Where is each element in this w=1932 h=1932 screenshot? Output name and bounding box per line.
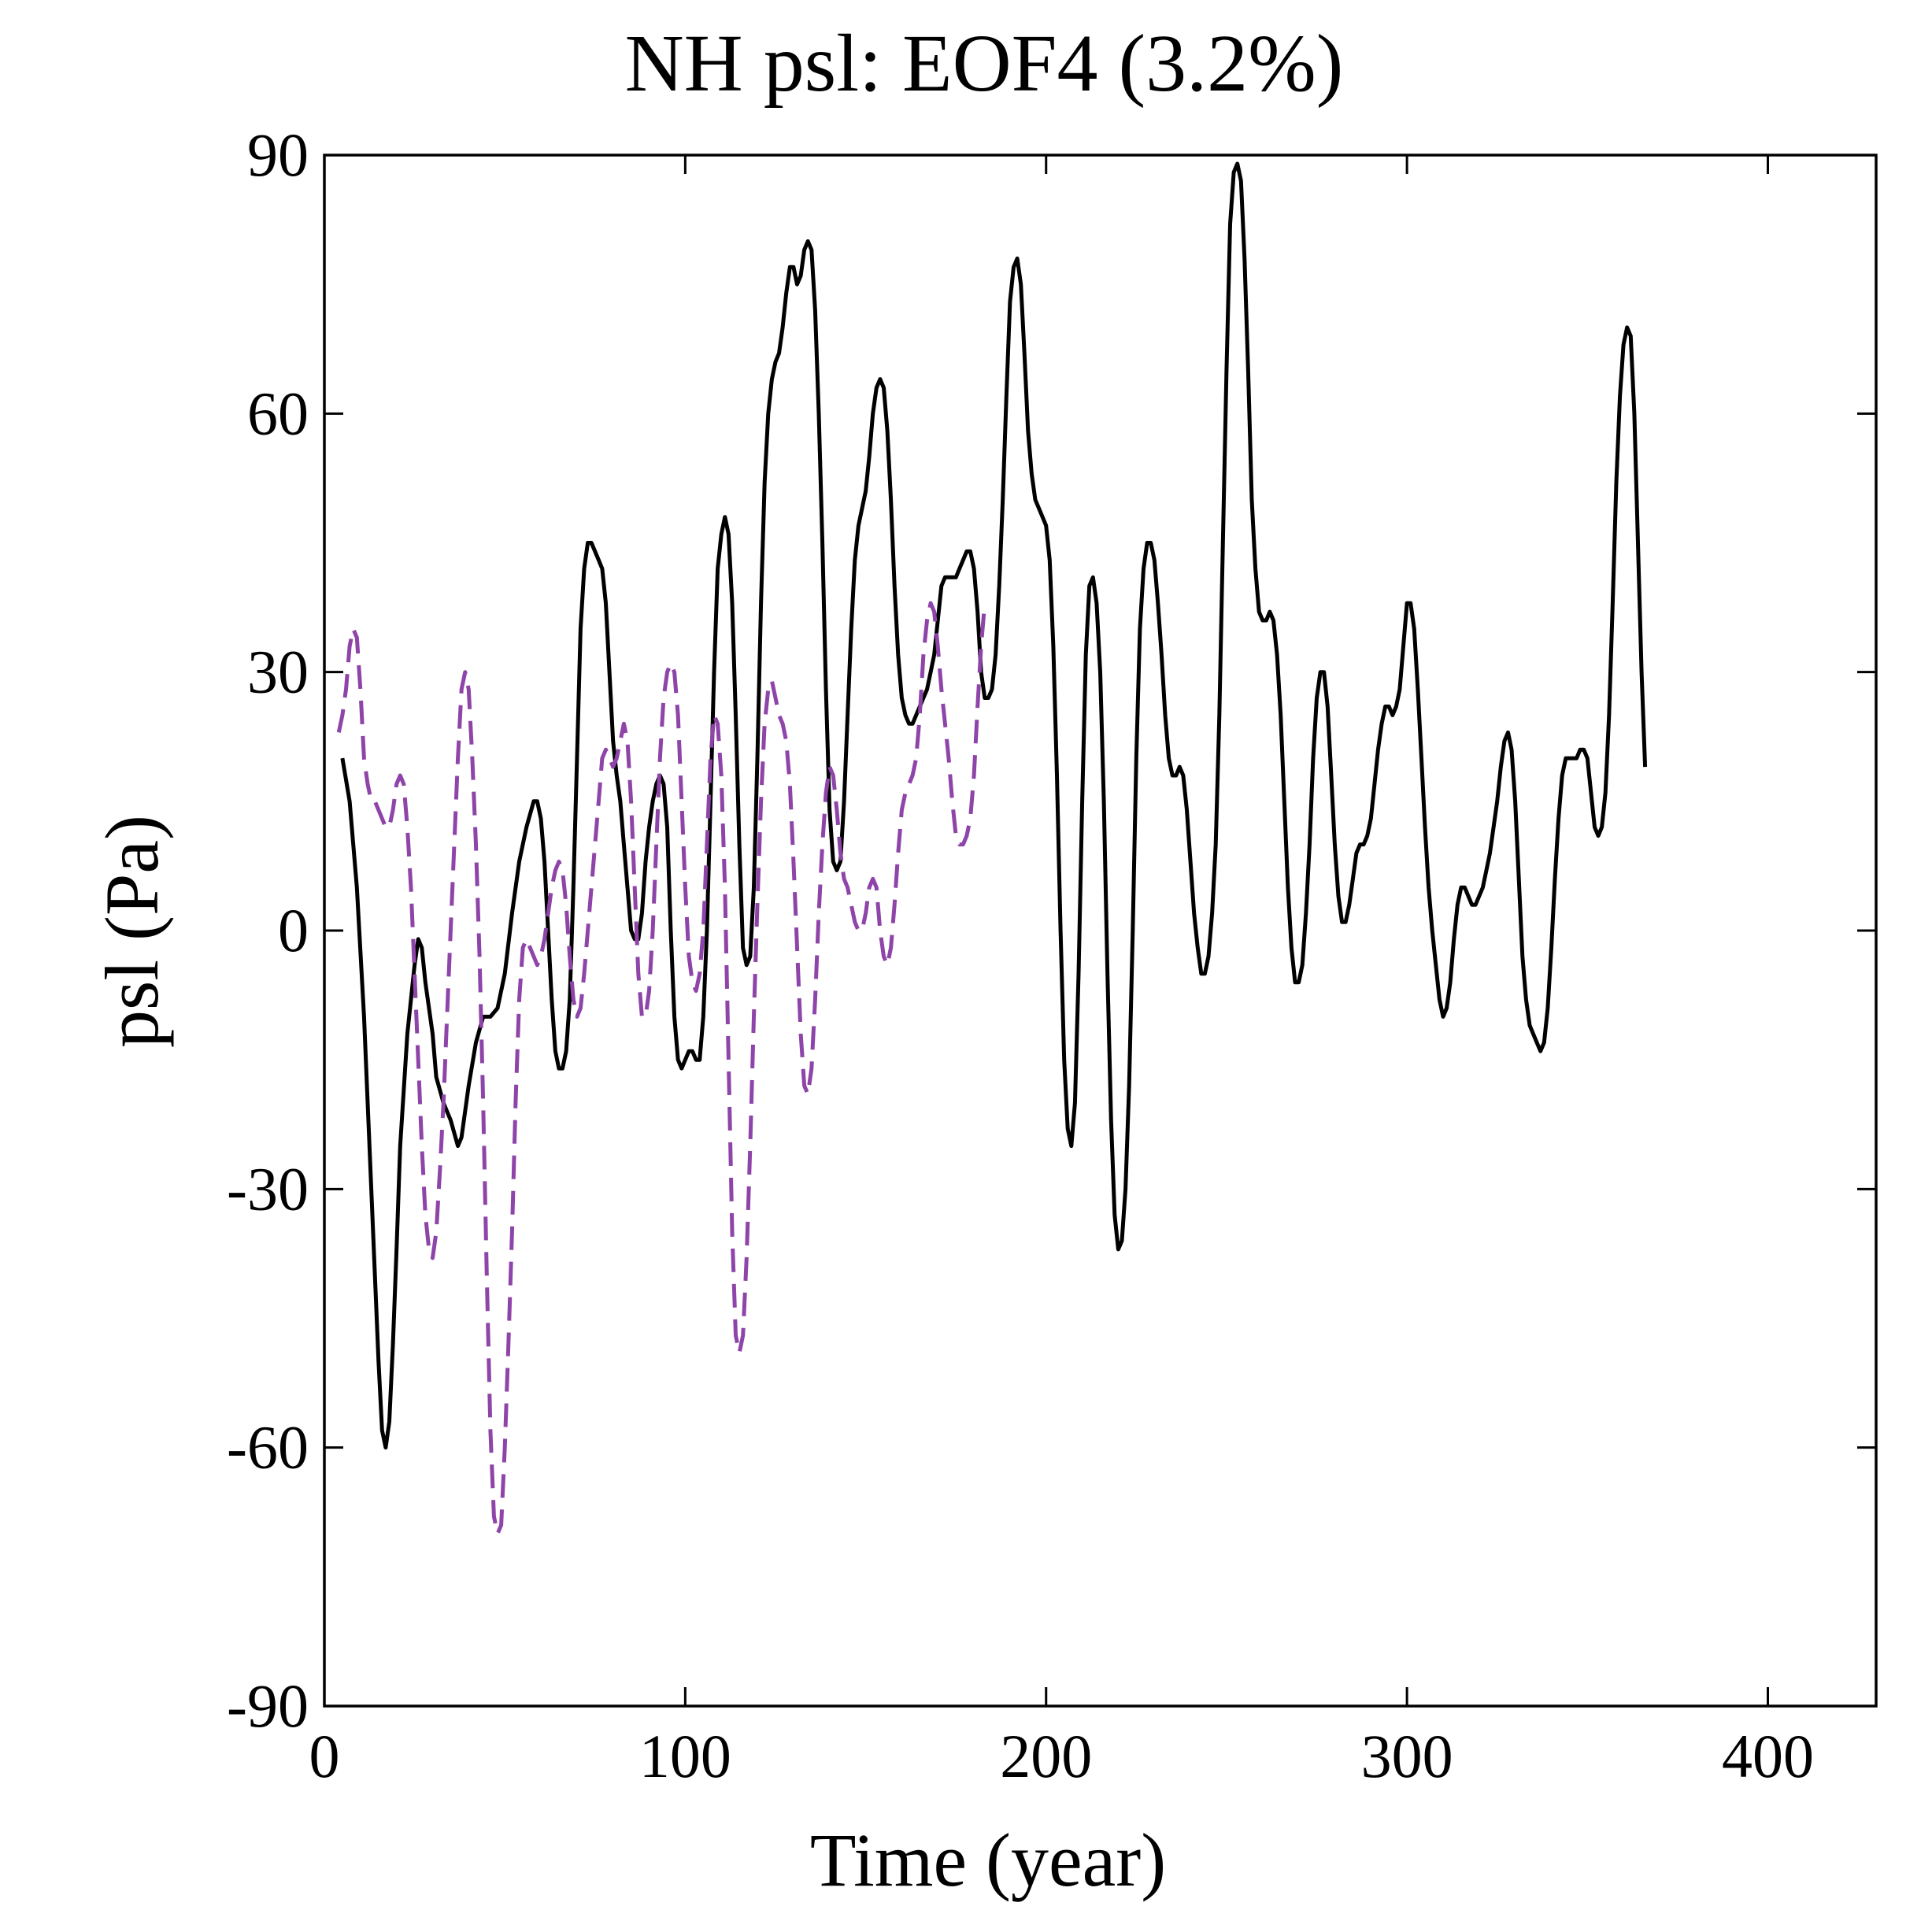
- y-tick-label: 90: [247, 120, 309, 189]
- x-tick-label: 300: [1361, 1722, 1453, 1790]
- axes: 0 100 200 300 400 -90 -60 -30 0 30 60 90: [227, 120, 1876, 1790]
- x-axis-label: Time (year): [810, 1818, 1166, 1902]
- y-tick-label: 30: [247, 638, 309, 706]
- chart-title: NH psl: EOF4 (3.2%): [625, 18, 1344, 109]
- y-tick-label: -90: [227, 1671, 309, 1740]
- y-tick-label: -30: [227, 1154, 309, 1223]
- plot-area: [336, 161, 1648, 1536]
- y-tick-label: 0: [278, 896, 309, 964]
- plot-frame: [323, 154, 1878, 1708]
- y-tick-label: -60: [227, 1413, 309, 1482]
- x-tick-label: 100: [639, 1722, 731, 1790]
- x-tick-label: 200: [1000, 1722, 1092, 1790]
- x-tick-label: 0: [309, 1722, 340, 1790]
- y-tick-label: 60: [247, 379, 309, 447]
- y-axis-label: psl (Pa): [90, 815, 174, 1048]
- series-line-dashed-purple: [336, 601, 987, 1536]
- series-line-solid-black: [340, 161, 1648, 1450]
- x-tick-label: 400: [1722, 1722, 1814, 1790]
